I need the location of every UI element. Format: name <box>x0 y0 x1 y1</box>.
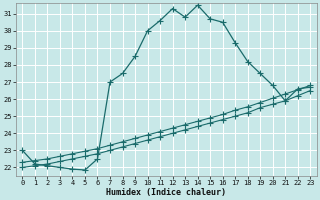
X-axis label: Humidex (Indice chaleur): Humidex (Indice chaleur) <box>106 188 226 197</box>
